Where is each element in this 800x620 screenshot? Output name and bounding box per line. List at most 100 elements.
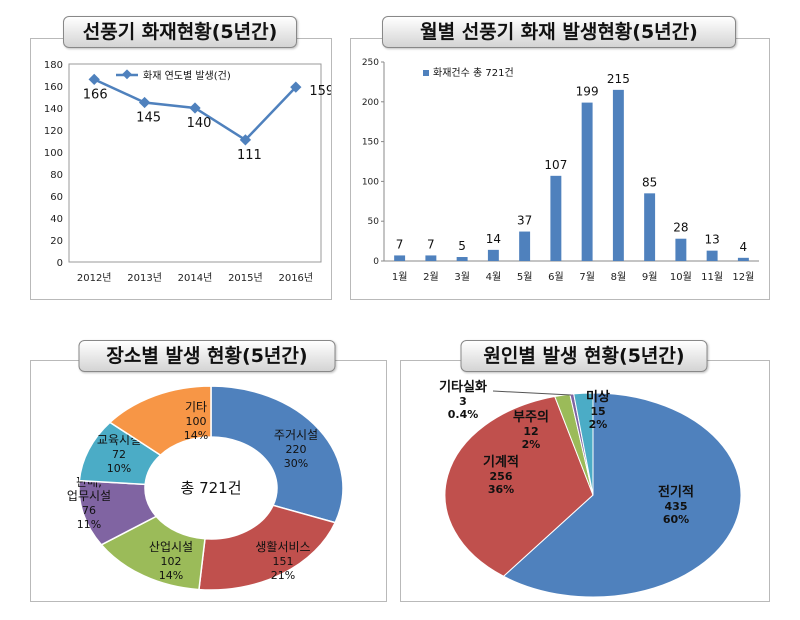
y-tick-label: 150 <box>362 138 379 148</box>
bar <box>456 257 468 261</box>
slice-name: 기타 <box>185 400 207 414</box>
line-chart-title: 선풍기 화재현황(5년간) <box>63 16 297 48</box>
x-tick-label: 2월 <box>423 271 439 283</box>
y-tick-label: 100 <box>362 177 379 187</box>
x-tick-label: 6월 <box>548 271 564 283</box>
y-tick-label: 20 <box>50 236 63 247</box>
y-tick-label: 250 <box>362 58 379 68</box>
x-tick-label: 4월 <box>486 271 502 283</box>
data-label: 4 <box>740 240 748 254</box>
x-tick-label: 2012년 <box>77 272 112 284</box>
slice-name: 주거시설 <box>274 428 318 442</box>
slice-name: 기계적 <box>483 454 519 470</box>
x-tick-label: 12월 <box>732 271 754 283</box>
data-label: 37 <box>517 214 532 228</box>
x-tick-label: 10월 <box>670 271 692 283</box>
donut-slice <box>108 385 212 457</box>
slice-percent: 14% <box>159 569 183 582</box>
bar <box>675 238 687 261</box>
pie-slice <box>502 392 742 598</box>
slice-value: 102 <box>161 555 182 568</box>
slice-value: 256 <box>490 470 513 483</box>
slice-value: 15 <box>590 405 605 418</box>
bar-chart: 0 50 100 150 200 250 7 1월 7 2월 5 3월 14 4월 37 5월 107 6월 199… <box>362 58 759 283</box>
slice-percent: 2% <box>522 438 541 451</box>
x-tick-label: 8월 <box>611 271 627 283</box>
donut-chart: 주거시설22030%생활서비스15121%산업시설10214%판매,업무시설76… <box>67 385 344 591</box>
slice-name: 산업시설 <box>149 540 193 554</box>
slice-value: 72 <box>112 448 126 461</box>
legend-marker <box>423 70 429 76</box>
slice-value: 3 <box>459 395 467 408</box>
pie-chart-panel: 전기적 435 60% 기계적 256 36% 부주의 12 2% 기타실화 3 0.4% 미상 15 2% <box>400 360 770 602</box>
slice-percent: 2% <box>589 418 608 431</box>
y-tick-label: 200 <box>362 98 379 108</box>
y-tick-label: 160 <box>44 82 63 93</box>
y-tick-label: 80 <box>50 170 63 181</box>
plot-area <box>68 63 322 263</box>
x-tick-label: 2016년 <box>278 272 313 284</box>
x-tick-label: 2014년 <box>178 272 213 284</box>
data-label: 13 <box>704 233 719 247</box>
data-label: 159 <box>309 84 331 99</box>
bar <box>550 175 562 261</box>
y-tick-label: 60 <box>50 192 63 203</box>
slice-value: 151 <box>273 555 294 568</box>
data-label: 111 <box>237 148 262 163</box>
bar <box>612 89 624 261</box>
y-tick-label: 40 <box>50 214 63 225</box>
y-tick-label: 0 <box>57 258 63 269</box>
x-tick-label: 3월 <box>454 271 470 283</box>
pie-chart-title: 원인별 발생 현황(5년간) <box>460 340 708 372</box>
donut-chart-panel: 주거시설 220 30% 생활서비스 151 21% 산업시설 102 14% 판매, 업무시설 76… <box>30 360 387 602</box>
slice-value: 100 <box>186 415 207 428</box>
x-tick-label: 2013년 <box>127 272 162 284</box>
data-label: 5 <box>458 239 466 253</box>
data-point <box>138 96 151 109</box>
bar-chart-title: 월별 선풍기 화재 발생현황(5년간) <box>382 16 736 48</box>
donut-slice <box>198 504 337 591</box>
donut-slice <box>210 385 344 524</box>
slice-percent: 11% <box>77 518 101 531</box>
x-tick-label: 5월 <box>517 271 533 283</box>
slice-percent: 30% <box>284 457 308 470</box>
bar <box>425 255 437 261</box>
slice-percent: 36% <box>488 483 514 496</box>
slice-value: 435 <box>665 500 688 513</box>
data-label: 199 <box>576 85 599 99</box>
legend-label: 화재건수 총 721건 <box>433 67 514 79</box>
y-tick-label: 0 <box>373 257 379 267</box>
data-label: 28 <box>673 221 688 235</box>
slice-name: 미상 <box>586 389 610 405</box>
slice-value: 76 <box>82 504 96 517</box>
slice-percent: 21% <box>271 569 295 582</box>
slice-name: 부주의 <box>513 409 549 425</box>
data-label: 215 <box>607 72 630 86</box>
bar <box>581 102 593 261</box>
data-point <box>239 134 252 146</box>
slice-name: 생활서비스 <box>255 540 310 554</box>
bar <box>487 249 499 261</box>
slice-percent: 10% <box>107 462 131 475</box>
slice-value: 12 <box>523 425 538 438</box>
data-label: 7 <box>427 237 435 251</box>
y-tick-label: 50 <box>368 217 380 227</box>
data-label: 166 <box>83 87 108 102</box>
slice-name: 전기적 <box>658 484 694 500</box>
legend-label: 화재 연도별 발생(건) <box>143 70 231 82</box>
y-tick-label: 120 <box>44 126 63 137</box>
y-tick-label: 180 <box>44 60 63 71</box>
y-tick-label: 100 <box>44 148 63 159</box>
slice-name: 업무시설 <box>67 489 111 503</box>
bar <box>737 257 749 261</box>
data-label: 107 <box>544 158 567 172</box>
bar <box>644 193 656 261</box>
x-tick-label: 7월 <box>579 271 595 283</box>
slice-name: 교육시설 <box>97 433 141 447</box>
pie-slice <box>573 392 594 496</box>
bar <box>706 250 718 261</box>
pie-slice <box>444 395 594 577</box>
y-tick-label: 140 <box>44 104 63 115</box>
data-label: 85 <box>642 175 657 189</box>
